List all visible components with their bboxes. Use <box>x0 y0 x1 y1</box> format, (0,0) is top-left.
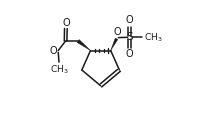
Text: O: O <box>50 46 58 56</box>
Text: S: S <box>126 32 133 42</box>
Text: O: O <box>126 15 134 25</box>
Polygon shape <box>111 38 118 51</box>
Text: O: O <box>113 27 121 37</box>
Text: CH$_3$: CH$_3$ <box>50 63 68 76</box>
Text: O: O <box>62 18 70 28</box>
Polygon shape <box>77 40 91 51</box>
Text: O: O <box>126 49 134 59</box>
Text: CH$_3$: CH$_3$ <box>144 31 163 44</box>
